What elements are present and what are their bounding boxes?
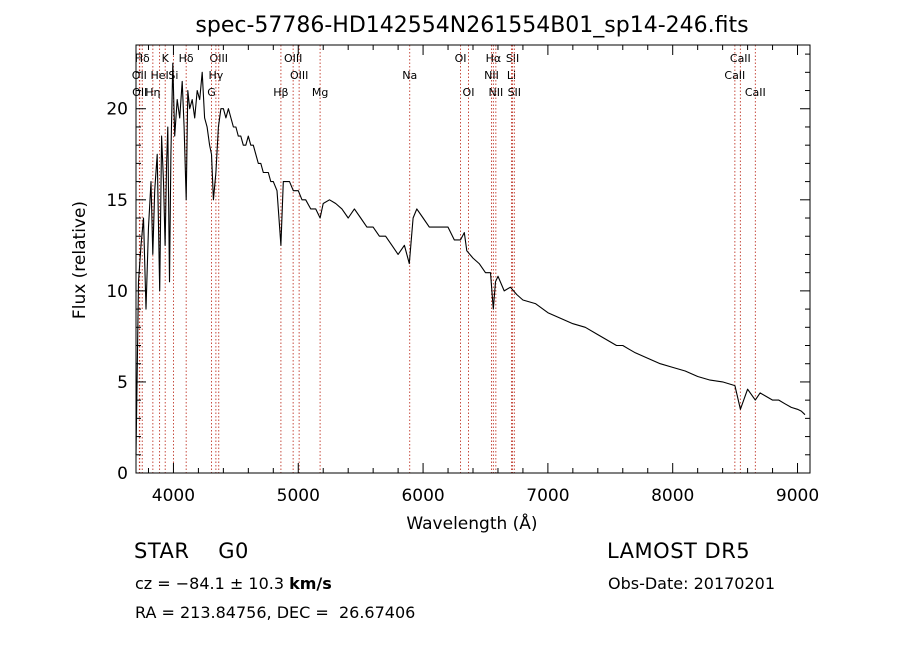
x-tick-label: 4000: [152, 486, 195, 506]
marker-label: Hδ: [135, 52, 150, 65]
marker-label: G: [207, 86, 216, 99]
plot-frame: [135, 44, 811, 474]
y-tick-label: 0: [117, 464, 128, 484]
marker-label: OI: [455, 52, 467, 65]
marker-label: Hδ: [179, 52, 194, 65]
x-axis-label: Wavelength (Å): [406, 512, 537, 534]
redshift-line: cz = −84.1 ± 10.3 km/s: [135, 574, 332, 593]
observation-date: Obs-Date: 20170201: [608, 574, 776, 593]
y-tick-label: 20: [106, 100, 128, 120]
marker-label: Hγ: [208, 69, 223, 82]
marker-label: NII: [488, 86, 503, 99]
y-tick-label: 15: [106, 191, 128, 211]
marker-label: OI: [463, 86, 475, 99]
marker-label: HeI: [150, 69, 168, 82]
x-tick-label: 6000: [401, 486, 444, 506]
marker-label: Mg: [312, 86, 328, 99]
marker-label: Hβ: [273, 86, 288, 99]
marker-label: SII: [506, 52, 519, 65]
marker-label: CaII: [745, 86, 766, 99]
marker-label: OIII: [210, 52, 228, 65]
axes: 4000 5000 6000 7000 8000 9000 0 5 10 15 20: [106, 45, 819, 506]
y-axis-label: Flux (relative): [70, 201, 90, 319]
class-label: STAR: [134, 539, 190, 563]
marker-label: K: [162, 52, 170, 65]
object-class: STAR G0: [134, 539, 249, 563]
chart-title: spec-57786-HD142554N261554B01_sp14-246.f…: [195, 13, 748, 38]
marker-label: NII: [484, 69, 499, 82]
spectrum-line: [135, 62, 806, 455]
marker-label: OIII: [290, 69, 308, 82]
cz-unit: km/s: [289, 574, 332, 593]
y-tick-label: 10: [106, 282, 128, 302]
y-tick-label: 5: [117, 373, 128, 393]
marker-label: CaII: [724, 69, 745, 82]
marker-label: SII: [508, 86, 521, 99]
marker-label: Hα: [486, 52, 502, 65]
cz-value: cz = −84.1 ± 10.3: [135, 574, 290, 593]
spectrum-series: [135, 62, 806, 455]
marker-label: Na: [402, 69, 417, 82]
subclass-label: G0: [218, 539, 249, 563]
x-tick-label: 9000: [776, 486, 819, 506]
marker-label: OIII: [284, 52, 302, 65]
x-tick-label: 7000: [526, 486, 569, 506]
survey-label: LAMOST DR5: [607, 539, 751, 563]
ra-dec-line: RA = 213.84756, DEC = 26.67406: [135, 603, 416, 622]
marker-label: Hη: [145, 86, 160, 99]
x-tick-label: 8000: [651, 486, 694, 506]
x-tick-label: 5000: [277, 486, 320, 506]
marker-label: CaII: [730, 52, 751, 65]
marker-label: Li: [507, 69, 516, 82]
